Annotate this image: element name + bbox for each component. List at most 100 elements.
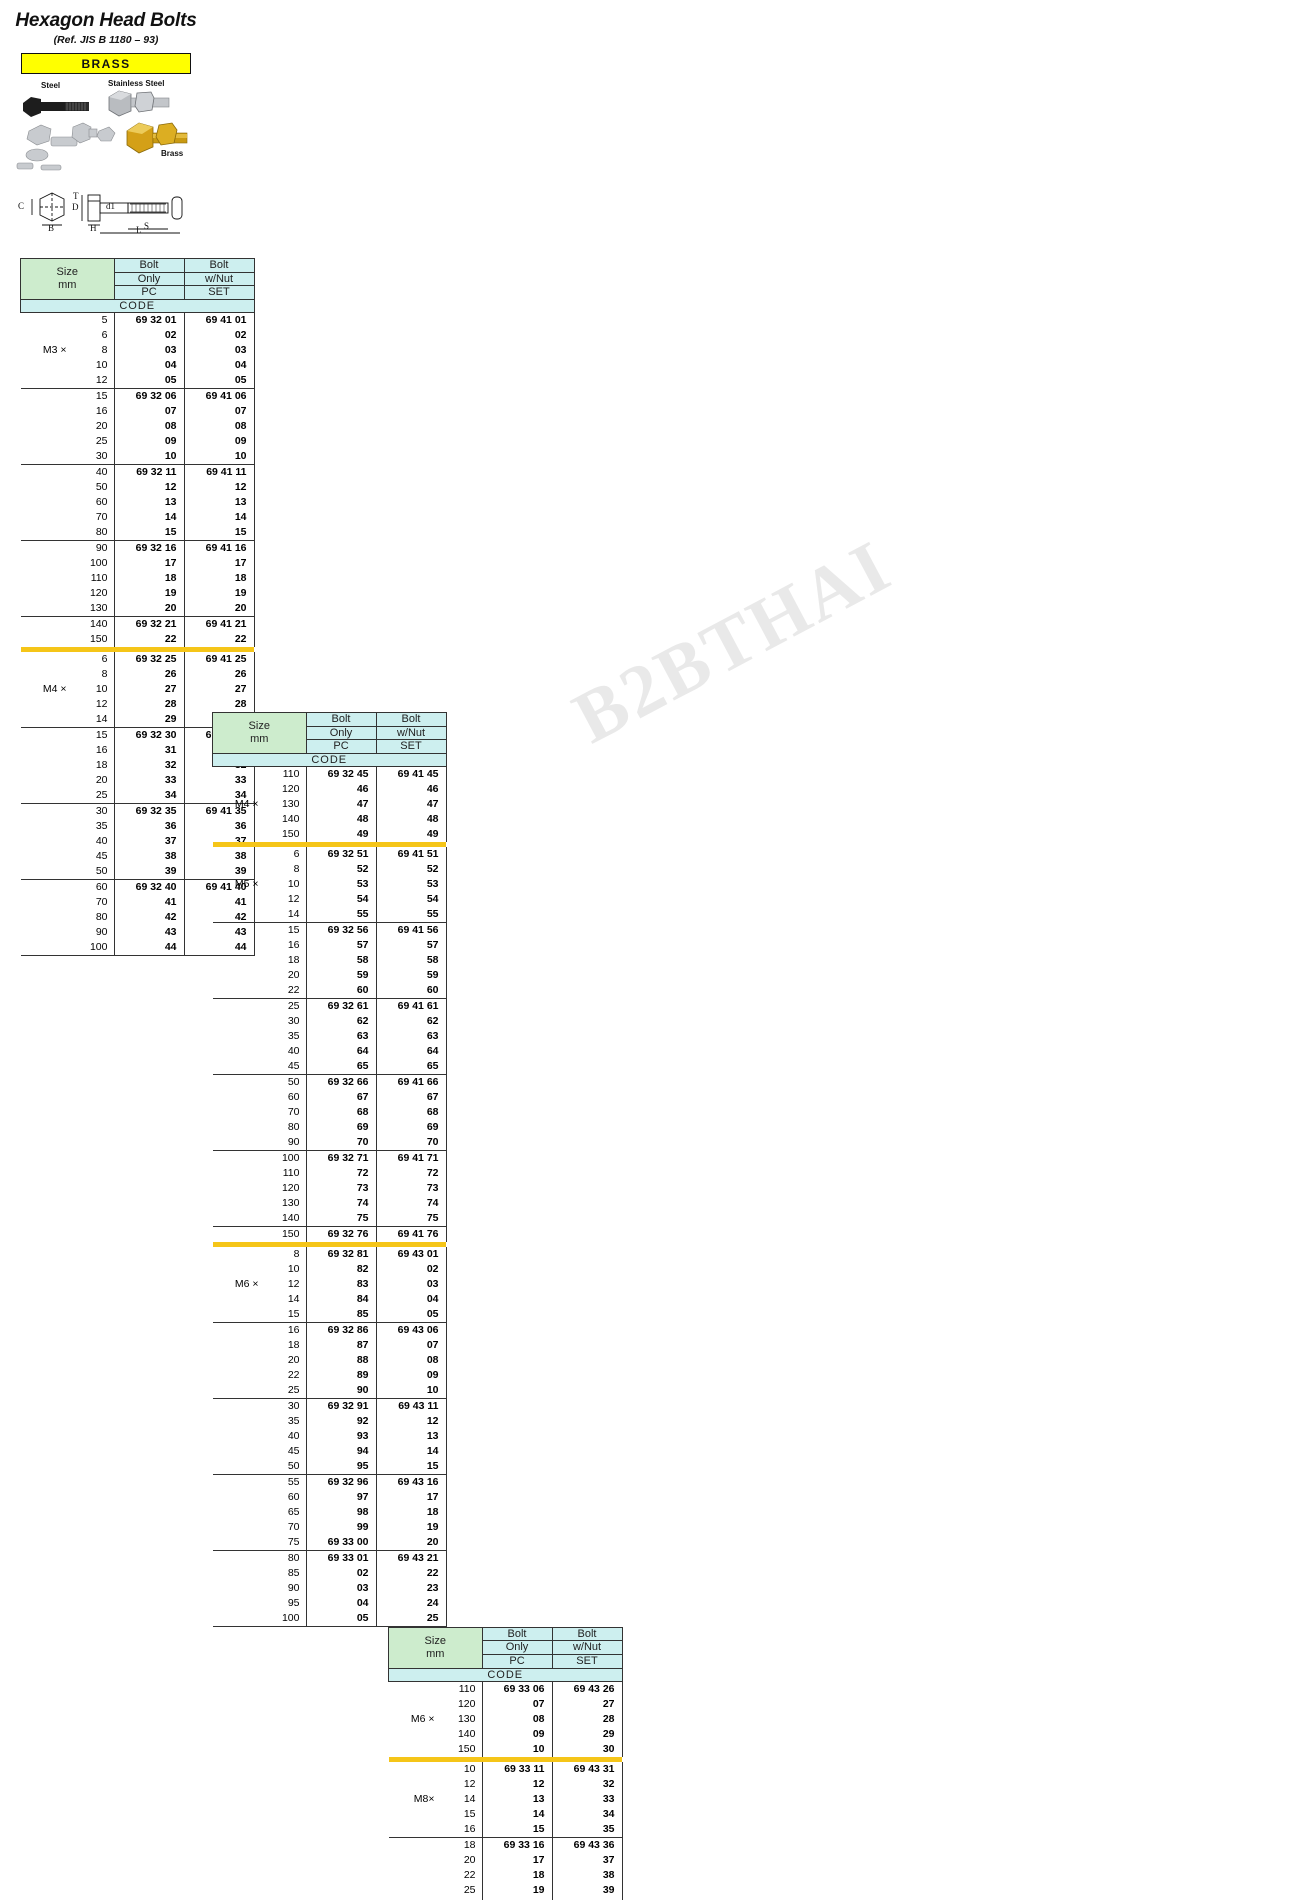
cell-code-bolt-only[interactable]: 17 xyxy=(113,555,184,571)
table-row[interactable]: 22 18 38 xyxy=(389,1867,623,1883)
table-row[interactable]: 282040 xyxy=(389,1897,623,1900)
cell-code-bolt-with-nut[interactable]: 69 41 16 xyxy=(183,539,255,556)
cell-code-bolt-only[interactable]: 13 xyxy=(481,1791,552,1807)
cell-code-bolt-only[interactable]: 13 xyxy=(113,494,184,510)
cell-code-bolt-with-nut[interactable]: 24 xyxy=(375,1595,447,1611)
table-row[interactable]: 95 04 24 xyxy=(213,1595,447,1611)
cell-code-bolt-only[interactable]: 90 xyxy=(305,1382,376,1399)
table-row[interactable]: 16 15 35 xyxy=(389,1821,623,1838)
table-row[interactable]: 65 98 18 xyxy=(213,1504,447,1520)
table-row[interactable]: 90 69 32 16 69 41 16 xyxy=(20,539,255,556)
cell-code-bolt-with-nut[interactable]: 19 xyxy=(183,585,255,601)
table-row[interactable]: 150 22 22 xyxy=(21,631,255,647)
cell-code-bolt-with-nut[interactable]: 68 xyxy=(375,1104,447,1120)
cell-code-bolt-only[interactable]: 74 xyxy=(305,1195,376,1211)
cell-code-bolt-only[interactable]: 38 xyxy=(113,848,184,864)
cell-code-bolt-with-nut[interactable]: 34 xyxy=(551,1806,623,1822)
cell-code-bolt-only[interactable]: 39 xyxy=(113,863,184,880)
cell-code-bolt-only[interactable]: 34 xyxy=(113,787,184,804)
cell-code-bolt-only[interactable]: 82 xyxy=(305,1261,376,1277)
cell-code-bolt-only[interactable]: 68 xyxy=(305,1104,376,1120)
table-row[interactable]: M3 × 8 03 03 xyxy=(21,342,255,358)
table-row[interactable]: 110 69 33 06 69 43 26 xyxy=(388,1680,623,1697)
cell-code-bolt-with-nut[interactable]: 17 xyxy=(183,555,255,571)
cell-code-bolt-with-nut[interactable]: 22 xyxy=(375,1565,447,1581)
table-row[interactable]: 80 42 42 xyxy=(21,909,255,925)
cell-code-bolt-with-nut[interactable]: 12 xyxy=(183,479,255,495)
cell-code-bolt-only[interactable]: 19 xyxy=(113,585,184,601)
cell-code-bolt-only[interactable]: 44 xyxy=(113,939,184,956)
cell-code-bolt-with-nut[interactable]: 69 43 06 xyxy=(375,1321,447,1338)
table-row[interactable]: 16 69 32 86 69 43 06 xyxy=(212,1321,447,1338)
table-row[interactable]: 80 15 15 xyxy=(21,524,255,541)
cell-code-bolt-only[interactable]: 20 xyxy=(113,600,184,617)
cell-code-bolt-with-nut[interactable]: 37 xyxy=(551,1852,623,1868)
cell-code-bolt-only[interactable]: 37 xyxy=(113,833,184,849)
table-row[interactable]: M6 × 12 83 03 xyxy=(213,1276,447,1292)
cell-code-bolt-with-nut[interactable]: 69 43 01 xyxy=(375,1246,447,1262)
table-row[interactable]: 100 17 17 xyxy=(21,555,255,571)
cell-code-bolt-with-nut[interactable]: 35 xyxy=(551,1821,623,1838)
table-row[interactable]: 14 84 04 xyxy=(213,1291,447,1307)
cell-code-bolt-only[interactable]: 69 32 21 xyxy=(113,615,184,632)
cell-code-bolt-with-nut[interactable]: 04 xyxy=(183,357,255,373)
cell-code-bolt-only[interactable]: 22 xyxy=(113,631,184,647)
table-row[interactable]: M5 × 10 53 53 xyxy=(213,876,447,892)
cell-code-bolt-with-nut[interactable]: 32 xyxy=(551,1776,623,1792)
table-row[interactable]: 140 48 48 xyxy=(213,811,447,827)
cell-code-bolt-only[interactable]: 04 xyxy=(113,357,184,373)
table-row[interactable]: 40 64 64 xyxy=(213,1043,447,1059)
cell-code-bolt-only[interactable]: 69 32 81 xyxy=(305,1246,376,1262)
cell-code-bolt-with-nut[interactable]: 73 xyxy=(375,1180,447,1196)
cell-code-bolt-only[interactable]: 57 xyxy=(305,937,376,953)
cell-code-bolt-only[interactable]: 69 32 45 xyxy=(305,765,376,782)
cell-code-bolt-only[interactable]: 69 33 06 xyxy=(481,1680,552,1697)
cell-code-bolt-only[interactable]: 08 xyxy=(481,1711,552,1727)
cell-code-bolt-with-nut[interactable]: 40 xyxy=(551,1897,623,1900)
cell-code-bolt-with-nut[interactable]: 23 xyxy=(375,1580,447,1596)
cell-code-bolt-with-nut[interactable]: 15 xyxy=(183,524,255,541)
table-row[interactable]: 14 55 55 xyxy=(213,906,447,923)
cell-code-bolt-with-nut[interactable]: 05 xyxy=(375,1306,447,1323)
table-row[interactable]: 18 58 58 xyxy=(213,952,447,968)
table-row[interactable]: 12 28 28 xyxy=(21,696,255,712)
cell-code-bolt-with-nut[interactable]: 70 xyxy=(375,1134,447,1151)
cell-code-bolt-with-nut[interactable]: 03 xyxy=(375,1276,447,1292)
cell-code-bolt-only[interactable]: 69 33 00 xyxy=(305,1534,376,1551)
cell-code-bolt-with-nut[interactable]: 52 xyxy=(375,861,447,877)
cell-code-bolt-with-nut[interactable]: 47 xyxy=(375,796,447,812)
cell-code-bolt-only[interactable]: 69 32 61 xyxy=(305,997,376,1014)
cell-code-bolt-only[interactable]: 32 xyxy=(113,757,184,773)
cell-code-bolt-only[interactable]: 69 33 16 xyxy=(481,1836,552,1853)
table-row[interactable]: 25 69 32 61 69 41 61 xyxy=(212,997,447,1014)
cell-code-bolt-only[interactable]: 20 xyxy=(481,1897,552,1900)
cell-code-bolt-only[interactable]: 03 xyxy=(305,1580,376,1596)
cell-code-bolt-only[interactable]: 69 32 86 xyxy=(305,1321,376,1338)
cell-code-bolt-only[interactable]: 07 xyxy=(481,1696,552,1712)
cell-code-bolt-with-nut[interactable]: 08 xyxy=(183,418,255,434)
cell-code-bolt-only[interactable]: 58 xyxy=(305,952,376,968)
cell-code-bolt-only[interactable]: 69 32 11 xyxy=(113,463,184,480)
table-row[interactable]: 22 60 60 xyxy=(213,982,447,999)
cell-code-bolt-with-nut[interactable]: 30 xyxy=(551,1741,623,1757)
cell-code-bolt-only[interactable]: 69 32 40 xyxy=(113,878,184,895)
cell-code-bolt-only[interactable]: 19 xyxy=(481,1882,552,1898)
cell-code-bolt-only[interactable]: 93 xyxy=(305,1428,376,1444)
table-row[interactable]: 150 69 32 76 69 41 76 xyxy=(212,1225,447,1242)
table-row[interactable]: 140 75 75 xyxy=(213,1210,447,1227)
cell-code-bolt-with-nut[interactable]: 55 xyxy=(375,906,447,923)
cell-code-bolt-with-nut[interactable]: 69 41 51 xyxy=(375,846,447,862)
table-row[interactable]: 35 92 12 xyxy=(213,1413,447,1429)
cell-code-bolt-with-nut[interactable]: 60 xyxy=(375,982,447,999)
cell-code-bolt-only[interactable]: 63 xyxy=(305,1028,376,1044)
cell-code-bolt-only[interactable]: 70 xyxy=(305,1134,376,1151)
cell-code-bolt-with-nut[interactable]: 69 xyxy=(375,1119,447,1135)
cell-code-bolt-only[interactable]: 97 xyxy=(305,1489,376,1505)
table-row[interactable]: 110 69 32 45 69 41 45 xyxy=(212,765,447,782)
table-row[interactable]: 50 95 15 xyxy=(213,1458,447,1475)
cell-code-bolt-only[interactable]: 41 xyxy=(113,894,184,910)
table-row[interactable]: M8× 14 13 33 xyxy=(389,1791,623,1807)
table-row[interactable]: 20 59 59 xyxy=(213,967,447,983)
cell-code-bolt-only[interactable]: 60 xyxy=(305,982,376,999)
table-row[interactable]: 20 33 33 xyxy=(21,772,255,788)
